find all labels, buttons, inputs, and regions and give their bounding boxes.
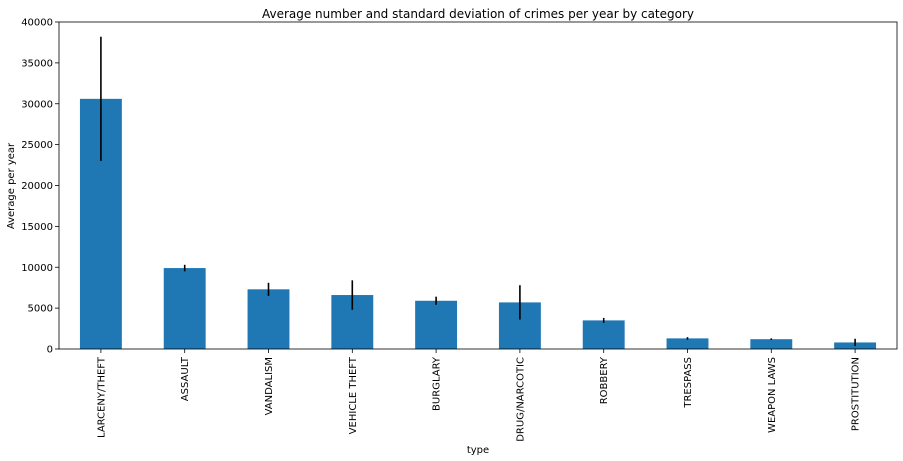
bar xyxy=(247,289,290,349)
bar xyxy=(666,338,709,349)
y-tick-label: 25000 xyxy=(21,140,53,151)
error-bars-layer xyxy=(100,36,856,347)
x-tick-label: VANDALISM xyxy=(264,357,275,415)
y-axis: 0 5000 10000 15000 20000 25000 30000 35000 40000 xyxy=(21,18,59,356)
y-tick-label: 0 xyxy=(47,345,53,356)
x-tick-label: BURGLARY xyxy=(432,356,443,411)
y-tick-label: 20000 xyxy=(21,181,53,192)
x-tick-label: TRESPASS xyxy=(683,357,694,409)
x-tick-label: LARCENY/THEFT xyxy=(96,356,107,438)
bar xyxy=(750,339,793,349)
y-tick-label: 40000 xyxy=(21,18,53,29)
y-tick-label: 15000 xyxy=(21,222,53,233)
bar xyxy=(415,300,458,349)
x-tick-label: ASSAULT xyxy=(180,356,191,401)
bars-layer xyxy=(79,98,877,349)
x-tick-label: WEAPON LAWS xyxy=(767,357,778,433)
y-axis-title: Average per year xyxy=(6,142,17,229)
y-tick-label: 35000 xyxy=(21,58,53,69)
x-tick-label: VEHICLE THEFT xyxy=(348,356,359,434)
y-tick-label: 10000 xyxy=(21,263,53,274)
y-tick-label: 30000 xyxy=(21,99,53,110)
x-tick-label: PROSTITUTION xyxy=(851,357,862,431)
x-axis: LARCENY/THEFT ASSAULT VANDALISM VEHICLE THE… xyxy=(96,349,862,442)
x-tick-label: DRUG/NARCOTIC xyxy=(515,357,526,442)
x-axis-title: type xyxy=(467,445,489,456)
chart-title: Average number and standard deviation of… xyxy=(262,7,694,21)
x-tick-label: ROBBERY xyxy=(599,356,610,404)
y-tick-label: 5000 xyxy=(28,304,53,315)
bar xyxy=(163,268,206,349)
bar xyxy=(582,320,625,349)
